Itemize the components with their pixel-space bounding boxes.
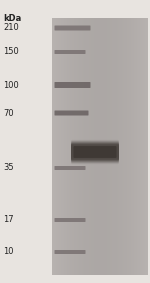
Text: kDa: kDa — [3, 14, 21, 23]
FancyBboxPatch shape — [71, 142, 119, 159]
Text: 150: 150 — [3, 48, 19, 57]
FancyBboxPatch shape — [54, 250, 85, 254]
FancyBboxPatch shape — [54, 166, 85, 170]
FancyBboxPatch shape — [54, 25, 90, 31]
FancyBboxPatch shape — [71, 140, 119, 157]
FancyBboxPatch shape — [54, 110, 88, 115]
FancyBboxPatch shape — [71, 147, 119, 164]
FancyBboxPatch shape — [54, 218, 85, 222]
Text: 17: 17 — [3, 215, 14, 224]
Text: 100: 100 — [3, 80, 19, 89]
FancyBboxPatch shape — [71, 143, 119, 160]
FancyBboxPatch shape — [74, 146, 117, 158]
Bar — [52, 18, 148, 275]
Text: 210: 210 — [3, 23, 19, 33]
Text: 70: 70 — [3, 108, 14, 117]
Text: 35: 35 — [3, 164, 14, 173]
FancyBboxPatch shape — [54, 50, 85, 54]
FancyBboxPatch shape — [71, 141, 119, 158]
FancyBboxPatch shape — [54, 82, 90, 88]
FancyBboxPatch shape — [71, 146, 119, 163]
FancyBboxPatch shape — [71, 145, 119, 162]
Text: 10: 10 — [3, 248, 13, 256]
